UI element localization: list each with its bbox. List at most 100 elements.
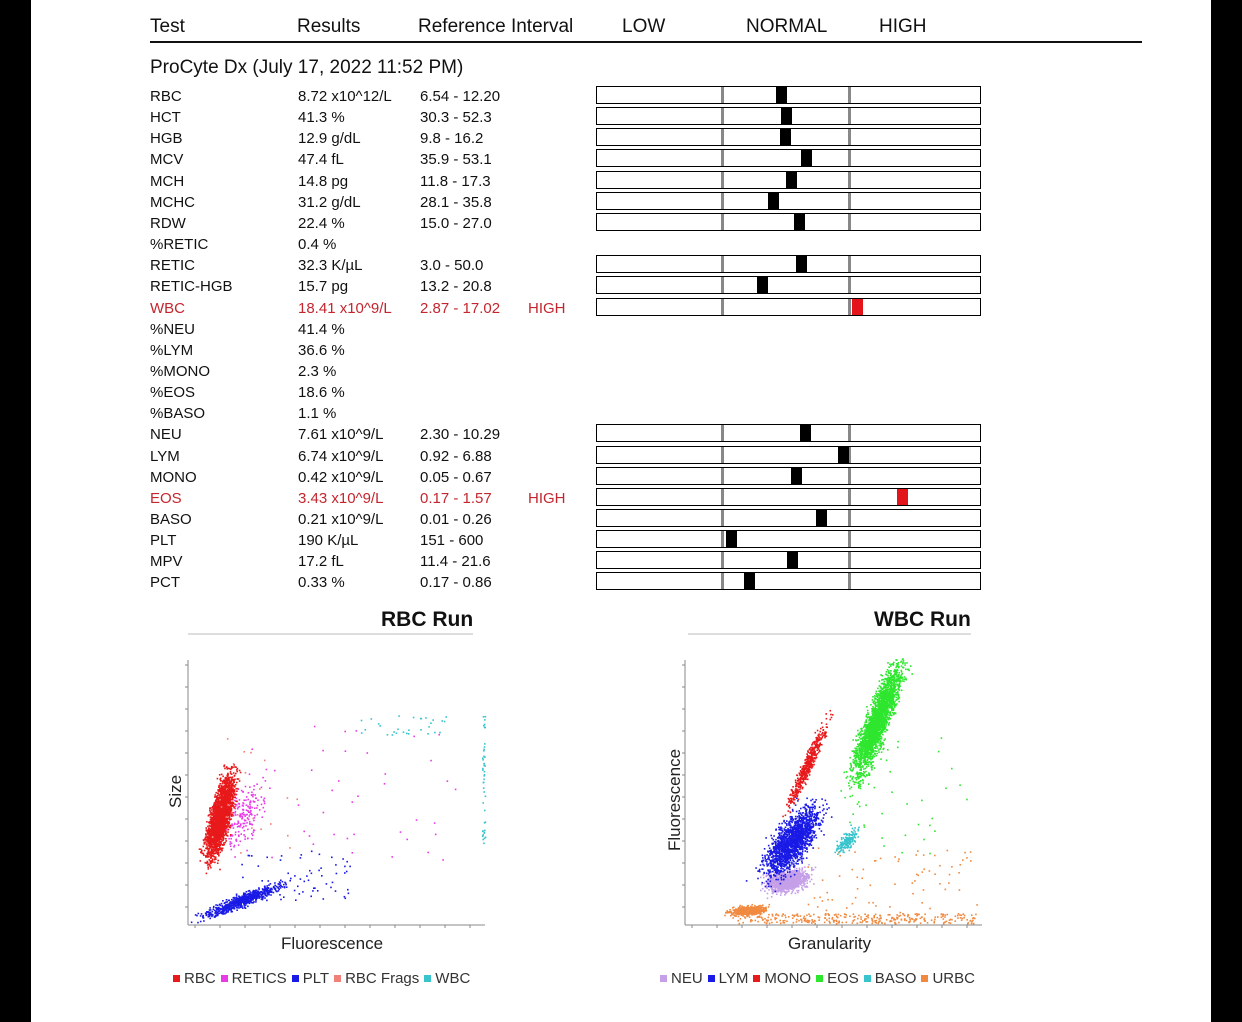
urbc-points bbox=[724, 903, 771, 919]
low-normal-divider bbox=[721, 193, 724, 209]
test-name: PLT bbox=[150, 532, 177, 549]
rbc-run-scatter-plot bbox=[185, 660, 487, 928]
result-value: 32.3 K/µL bbox=[298, 257, 363, 274]
wbc-run-title: WBC Run bbox=[874, 608, 971, 631]
range-gauge-pct bbox=[596, 572, 981, 590]
low-normal-divider bbox=[721, 468, 724, 484]
reference-interval: 30.3 - 52.3 bbox=[420, 109, 492, 126]
result-value: 41.3 % bbox=[298, 109, 345, 126]
reference-interval: 2.87 - 17.02 bbox=[420, 300, 501, 317]
result-value: 36.6 % bbox=[298, 342, 345, 359]
result-value: 31.2 g/dL bbox=[298, 194, 361, 211]
plt-points bbox=[190, 877, 292, 924]
value-marker bbox=[780, 129, 791, 145]
test-name: MCH bbox=[150, 173, 185, 190]
legend-item-baso: BASO bbox=[863, 970, 917, 987]
reference-interval: 6.54 - 12.20 bbox=[420, 88, 501, 105]
legend-item-urbc: URBC bbox=[921, 970, 975, 987]
urbc-points-scattered bbox=[737, 913, 977, 925]
result-value: 0.33 % bbox=[298, 574, 345, 591]
test-name: NEU bbox=[150, 426, 182, 443]
low-normal-divider bbox=[721, 277, 724, 293]
header-reference: Reference Interval bbox=[418, 16, 574, 37]
rbc-run-xlabel: Fluorescence bbox=[281, 934, 384, 953]
result-value: 190 K/µL bbox=[298, 532, 359, 549]
test-name: WBC bbox=[150, 300, 185, 317]
result-value: 12.9 g/dL bbox=[298, 130, 361, 147]
legend-label: LYM bbox=[718, 970, 749, 987]
result-value: 7.61 x10^9/L bbox=[298, 426, 384, 443]
legend-item-rbc: RBC bbox=[173, 970, 216, 987]
range-gauge-mch bbox=[596, 171, 981, 189]
legend-item-retics: RETICS bbox=[220, 970, 287, 987]
range-gauge-lym bbox=[596, 446, 981, 464]
reference-interval: 35.9 - 53.1 bbox=[420, 151, 492, 168]
normal-high-divider bbox=[848, 489, 851, 505]
normal-high-divider bbox=[848, 510, 851, 526]
wbc-run-title-rule bbox=[688, 633, 971, 635]
retics-points bbox=[213, 773, 271, 858]
low-normal-divider bbox=[721, 256, 724, 272]
result-value: 18.41 x10^9/L bbox=[298, 300, 392, 317]
test-name: %RETIC bbox=[150, 236, 209, 253]
value-marker bbox=[768, 193, 779, 209]
test-name: MONO bbox=[150, 469, 197, 486]
normal-high-divider bbox=[848, 425, 851, 441]
range-gauge-plt bbox=[596, 530, 981, 548]
rbc-frags-points bbox=[211, 738, 298, 854]
result-value: 0.42 x10^9/L bbox=[298, 469, 384, 486]
reference-interval: 11.8 - 17.3 bbox=[420, 173, 491, 190]
legend-swatch bbox=[173, 975, 180, 982]
normal-high-divider bbox=[848, 193, 851, 209]
legend-label: BASO bbox=[874, 970, 917, 987]
value-marker bbox=[744, 573, 755, 589]
result-value: 18.6 % bbox=[298, 384, 345, 401]
low-normal-divider bbox=[721, 531, 724, 547]
header-results: Results bbox=[297, 16, 361, 37]
reference-interval: 0.92 - 6.88 bbox=[420, 448, 492, 465]
result-value: 1.1 % bbox=[298, 405, 337, 422]
header-normal: NORMAL bbox=[746, 16, 828, 37]
plot-axes bbox=[185, 660, 485, 928]
legend-label: URBC bbox=[932, 970, 975, 987]
reference-interval: 3.0 - 50.0 bbox=[420, 257, 484, 274]
rbc-points bbox=[198, 764, 242, 875]
legend-item-plt: PLT bbox=[291, 970, 330, 987]
range-gauge-hgb bbox=[596, 128, 981, 146]
test-name: EOS bbox=[150, 490, 182, 507]
header-high: HIGH bbox=[879, 16, 927, 37]
test-name: BASO bbox=[150, 511, 192, 528]
normal-high-divider bbox=[848, 256, 851, 272]
result-value: 0.21 x10^9/L bbox=[298, 511, 384, 528]
test-name: MCHC bbox=[150, 194, 195, 211]
value-marker bbox=[794, 214, 805, 230]
reference-interval: 0.17 - 1.57 bbox=[420, 490, 492, 507]
normal-high-divider bbox=[848, 150, 851, 166]
value-marker bbox=[781, 108, 792, 124]
test-name: %BASO bbox=[150, 405, 206, 422]
result-value: 41.4 % bbox=[298, 321, 345, 338]
normal-high-divider bbox=[848, 299, 851, 315]
test-name: LYM bbox=[150, 448, 180, 465]
result-value: 17.2 fL bbox=[298, 553, 344, 570]
normal-high-divider bbox=[848, 129, 851, 145]
rbc-run-legend: RBC RETICS PLT RBC Frags WBC bbox=[173, 970, 475, 987]
wbc-points bbox=[360, 715, 447, 736]
legend-label: PLT bbox=[302, 970, 330, 987]
range-gauge-rdw bbox=[596, 213, 981, 231]
value-marker bbox=[757, 277, 768, 293]
normal-high-divider bbox=[848, 108, 851, 124]
low-normal-divider bbox=[721, 489, 724, 505]
mono-points bbox=[782, 709, 834, 818]
result-value: 6.74 x10^9/L bbox=[298, 448, 384, 465]
legend-item-lym: LYM bbox=[707, 970, 749, 987]
test-name: PCT bbox=[150, 574, 180, 591]
test-name: RDW bbox=[150, 215, 186, 232]
legend-label: RBC bbox=[184, 970, 216, 987]
normal-high-divider bbox=[848, 468, 851, 484]
header-low: LOW bbox=[622, 16, 666, 37]
result-value: 14.8 pg bbox=[298, 173, 349, 190]
value-marker bbox=[791, 468, 802, 484]
normal-high-divider bbox=[848, 447, 851, 463]
wbc-run-xlabel: Granularity bbox=[788, 934, 872, 953]
